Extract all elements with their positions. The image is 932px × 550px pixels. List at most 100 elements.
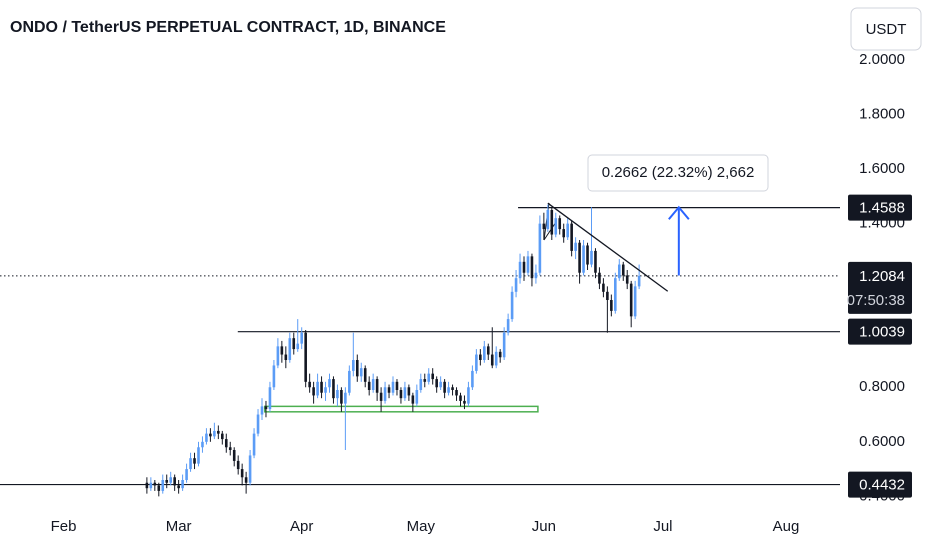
candle-body xyxy=(427,373,431,382)
candle-body xyxy=(554,218,558,235)
candle-body xyxy=(252,433,256,456)
candle-body xyxy=(312,387,315,396)
currency-button[interactable] xyxy=(850,7,922,51)
y-tick-label: 0.6000 xyxy=(859,433,905,450)
candle-body xyxy=(213,430,216,437)
candle-body xyxy=(566,223,569,238)
candle-body xyxy=(447,387,450,393)
candle-body xyxy=(157,485,161,491)
candle-body xyxy=(189,458,192,470)
candle-body xyxy=(352,360,355,371)
candle-body xyxy=(221,433,224,440)
candle-body xyxy=(367,381,371,390)
candle-body xyxy=(300,332,304,344)
chart-title: ONDO / TetherUS PERPETUAL CONTRACT, 1D, … xyxy=(10,19,446,36)
candle-body xyxy=(550,210,554,235)
level-price-label: 1.0039 xyxy=(859,324,905,341)
candle-body xyxy=(217,430,220,434)
candle-body xyxy=(522,261,526,273)
candle-body xyxy=(494,351,498,366)
candle-body xyxy=(578,242,581,273)
candle-body xyxy=(268,387,272,410)
candle-body xyxy=(205,433,208,442)
candle-body xyxy=(614,278,617,311)
candle-body xyxy=(308,381,311,388)
candle-body xyxy=(264,406,268,410)
x-tick-label: Jun xyxy=(532,518,556,535)
candle-body xyxy=(506,319,510,333)
candle-body xyxy=(471,370,474,388)
countdown-label: 07:50:38 xyxy=(847,292,905,309)
x-tick-label: Mar xyxy=(166,518,192,535)
candle-body xyxy=(407,387,411,396)
candle-body xyxy=(288,338,292,360)
candle-body xyxy=(558,218,562,230)
candle-body xyxy=(562,229,566,238)
candle-body xyxy=(633,286,637,317)
candle-body xyxy=(375,379,379,393)
candle-body xyxy=(177,485,180,489)
candle-body xyxy=(606,291,609,300)
last-price-label: 1.2084 xyxy=(859,268,905,285)
candle-body xyxy=(240,469,244,478)
candle-body xyxy=(621,264,625,276)
candle-body xyxy=(435,379,438,388)
candle-body xyxy=(145,482,149,489)
candle-body xyxy=(443,381,446,393)
candle-body xyxy=(185,469,188,480)
candle-body xyxy=(344,392,347,404)
candle-body xyxy=(483,346,486,360)
candle-body xyxy=(419,379,423,390)
candle-body xyxy=(296,343,300,350)
last-price-box xyxy=(848,261,912,314)
candle-body xyxy=(530,256,534,279)
candle-body xyxy=(304,332,307,382)
candle-body xyxy=(617,264,621,279)
candle-body xyxy=(582,245,585,273)
candle-body xyxy=(316,381,319,396)
candle-body xyxy=(181,480,184,489)
y-tick-label: 1.6000 xyxy=(859,160,905,177)
candle-body xyxy=(232,450,236,461)
candle-body xyxy=(371,379,375,390)
candle-body xyxy=(518,261,522,279)
candle-body xyxy=(514,278,518,292)
candle-body xyxy=(260,406,264,415)
candle-body xyxy=(463,400,466,404)
level-price-box xyxy=(848,318,912,345)
y-tick-label: 2.0000 xyxy=(859,51,905,68)
candle-body xyxy=(586,245,589,265)
y-tick-label: 1.8000 xyxy=(859,106,905,123)
candle-body xyxy=(193,458,196,464)
trendline xyxy=(547,202,669,292)
candle-body xyxy=(526,256,530,273)
candle-body xyxy=(459,395,462,401)
candle-body xyxy=(149,482,153,489)
candle-body xyxy=(411,395,415,404)
candle-body xyxy=(201,441,204,448)
candle-body xyxy=(379,392,383,401)
candle-body xyxy=(451,387,454,390)
candle-body xyxy=(324,387,327,393)
candle-body xyxy=(332,379,335,399)
candle-body xyxy=(502,332,506,358)
level-price-box xyxy=(848,471,912,498)
candle-body xyxy=(423,379,427,382)
candle-body xyxy=(598,272,601,284)
candle-body xyxy=(637,275,641,287)
candle-body xyxy=(161,480,165,491)
candle-body xyxy=(391,381,395,393)
candle-body xyxy=(383,387,387,401)
candle-body xyxy=(498,351,502,358)
candle-body xyxy=(490,354,494,366)
candle-body xyxy=(244,477,248,483)
candle-body xyxy=(276,346,280,366)
level-price-label: 0.4432 xyxy=(859,477,905,494)
candle-body xyxy=(256,414,260,434)
x-tick-label: Feb xyxy=(51,518,77,535)
candle-body xyxy=(594,250,597,273)
candle-body xyxy=(625,275,629,284)
currency-label[interactable]: USDT xyxy=(866,21,907,38)
level-price-label: 1.4588 xyxy=(859,200,905,217)
